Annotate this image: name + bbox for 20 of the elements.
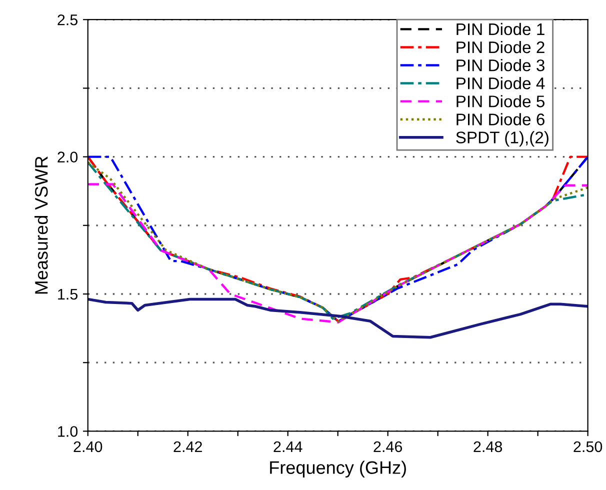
legend-label: PIN Diode 5 (456, 95, 544, 108)
legend-label: PIN Diode 3 (456, 59, 544, 72)
legend-label: PIN Diode 6 (456, 113, 544, 126)
x-tick-label: 2.42 (174, 441, 202, 452)
x-tick-label: 2.50 (574, 441, 602, 452)
y-tick-label: 1.0 (58, 426, 78, 437)
legend-label: SPDT (1),(2) (456, 131, 548, 147)
x-tick-label: 2.48 (474, 441, 502, 452)
legend-label: PIN Diode 2 (456, 40, 544, 54)
legend-label: PIN Diode 4 (456, 77, 545, 90)
y-tick-label: 2.5 (58, 14, 78, 26)
y-tick-label: 1.5 (58, 289, 78, 300)
x-tick-label: 2.40 (74, 441, 102, 452)
y-axis-title: Measured VSWR (34, 156, 48, 294)
y-tick-label: 2.0 (58, 152, 78, 162)
x-tick-label: 2.44 (274, 441, 302, 452)
x-axis-title: Frequency (GHz) (270, 460, 406, 478)
x-tick-label: 2.46 (374, 441, 402, 452)
legend-label: PIN Diode 1 (456, 22, 544, 36)
line-series (88, 298, 588, 339)
